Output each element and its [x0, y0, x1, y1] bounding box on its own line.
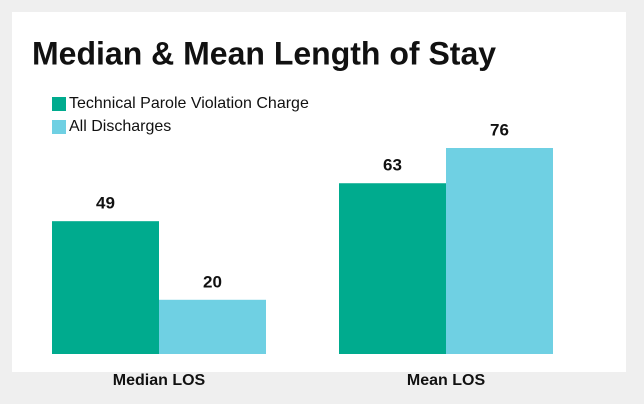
x-tick-label: Mean LOS — [407, 372, 486, 389]
x-tick-label: Median LOS — [113, 372, 206, 389]
bar — [52, 221, 159, 354]
value-label: 49 — [96, 194, 115, 213]
bar — [339, 183, 446, 354]
legend-swatch — [52, 97, 66, 111]
legend-label: Technical Parole Violation Charge — [69, 95, 309, 112]
bar — [159, 299, 266, 354]
legend-label: All Discharges — [69, 118, 171, 135]
bar — [446, 148, 553, 354]
value-label: 63 — [383, 156, 402, 175]
value-label: 20 — [203, 272, 222, 291]
chart-title: Median & Mean Length of Stay — [32, 35, 496, 71]
value-label: 76 — [490, 120, 509, 139]
legend-swatch — [52, 120, 66, 134]
